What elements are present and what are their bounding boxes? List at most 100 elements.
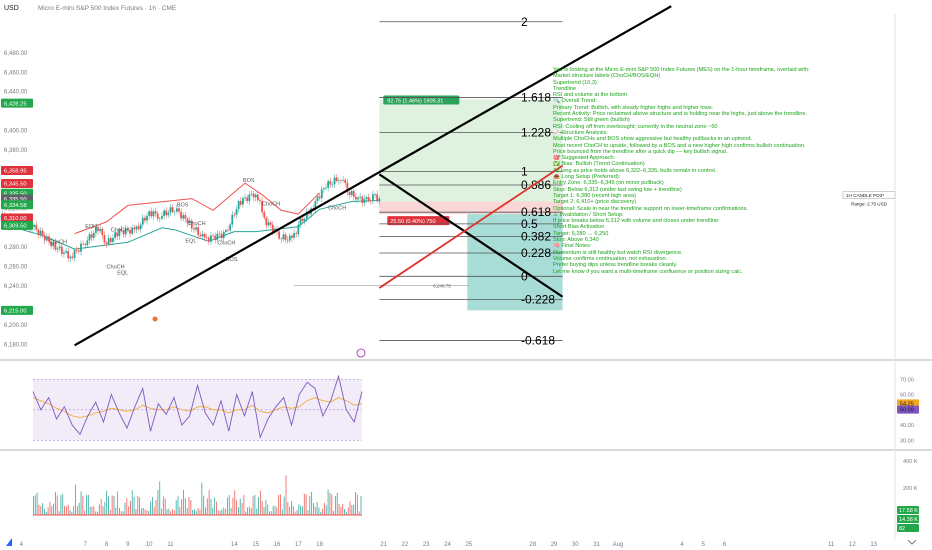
structure-label: EQH	[85, 224, 97, 230]
price-tag	[1, 200, 33, 210]
candle-body	[269, 222, 272, 225]
price-tag-label: 6,335.50	[4, 197, 27, 203]
volume-bar	[327, 489, 329, 515]
volume-bar	[252, 496, 254, 515]
price-tag-label: 6,345.50	[4, 182, 27, 188]
volume-bar	[230, 508, 232, 515]
candle-body	[112, 238, 114, 243]
price-tag	[1, 165, 33, 175]
candle-body	[233, 214, 236, 216]
lightning-icon[interactable]	[356, 348, 366, 358]
candle-body	[146, 215, 148, 221]
volume-bar	[259, 490, 261, 515]
chevron-down-icon[interactable]	[907, 539, 917, 545]
volume-bar	[303, 493, 305, 515]
volume-tag-label: 14.38 K	[899, 517, 918, 523]
candle-body	[278, 231, 281, 239]
volume-bar	[162, 496, 164, 515]
volume-bar	[115, 507, 117, 515]
volume-tag	[897, 506, 919, 514]
candle-body	[267, 222, 270, 226]
candle-body	[107, 238, 110, 244]
volume-bar	[340, 506, 342, 515]
ascending-trendline[interactable]	[74, 5, 672, 347]
volume-bar	[338, 504, 340, 515]
fib-level-label: 0.618	[521, 205, 551, 219]
candle-body	[376, 194, 379, 202]
structure-label: BOS	[243, 178, 255, 184]
candle-body	[169, 207, 172, 213]
volume-bar	[67, 504, 69, 515]
volume-bar	[43, 508, 45, 515]
volume-bar	[360, 495, 362, 515]
volume-bar	[250, 508, 252, 515]
volume-bar	[157, 490, 159, 515]
x-tick-label: 21	[380, 542, 387, 548]
volume-bar	[108, 496, 109, 515]
profit-zone[interactable]	[379, 99, 563, 202]
candle-body	[109, 238, 112, 243]
volume-bar	[307, 510, 309, 515]
black-diagonal[interactable]	[378, 173, 564, 298]
candle-body	[103, 235, 106, 243]
volume-bar	[349, 501, 351, 515]
candle-body	[346, 182, 349, 193]
candle-body	[354, 196, 357, 200]
analysis-line: Most recent ChoCH to upside, followed by…	[553, 142, 806, 149]
candle-body	[84, 244, 87, 246]
volume-bar	[269, 511, 270, 515]
volume-bar	[258, 497, 259, 515]
volume-tag-label: 82	[899, 526, 905, 532]
candle-body	[148, 211, 151, 216]
volume-bar	[146, 510, 148, 515]
candles[interactable]	[0, 174, 381, 263]
volume-bar	[98, 504, 100, 515]
x-tick-label: 11	[167, 542, 174, 548]
volume-bar	[65, 506, 67, 515]
rsi-tag	[897, 399, 919, 408]
volume-tick-label: 400 K	[903, 459, 918, 465]
volume-bar	[93, 506, 95, 515]
candle-body	[288, 235, 291, 241]
candle-body	[188, 220, 191, 224]
candle-body	[216, 233, 219, 240]
structure-label: BOS	[177, 202, 189, 208]
volume-bar	[75, 484, 76, 515]
fib-level-label: 2	[521, 15, 528, 29]
candle-body	[54, 242, 57, 250]
candle-body	[344, 179, 347, 183]
candle-body	[126, 228, 129, 231]
volume-bar	[104, 501, 106, 515]
volume-bar	[122, 511, 124, 515]
volume-bar	[172, 509, 173, 515]
candle-body	[75, 249, 78, 251]
volume-bar	[186, 508, 188, 515]
price-tag-label: 6,428.25	[4, 101, 27, 107]
price-tag-label: 6,215.00	[4, 309, 27, 315]
candle-body	[369, 200, 372, 202]
candle-body	[203, 233, 206, 238]
volume-bar	[111, 495, 113, 515]
x-tick-label: 24	[444, 542, 451, 548]
price-tick-label: 6,240.00	[4, 284, 28, 290]
volume-bar	[302, 506, 303, 515]
volume-bar	[216, 501, 217, 515]
volume-bar	[296, 509, 298, 515]
analysis-line: Stop: Above 6,340	[553, 237, 599, 244]
red-diagonal[interactable]	[378, 164, 564, 289]
analysis-line: 🧠 Final Notes:	[553, 243, 592, 250]
candle-body	[150, 211, 153, 217]
volume-bar	[300, 505, 302, 515]
analysis-line: You're looking at the Micro E-mini S&P 5…	[553, 67, 810, 73]
price-tag	[1, 213, 33, 223]
volume-bar	[329, 492, 331, 515]
candle-body	[331, 184, 334, 185]
candle-body	[352, 190, 355, 197]
volume-bar	[228, 495, 230, 515]
candle-body	[333, 177, 336, 185]
structure-label: ChoCH	[111, 228, 129, 234]
candle-body	[222, 231, 225, 239]
analysis-line: 📥 Long Setup (Preferred):	[553, 174, 621, 181]
candle-body	[33, 224, 35, 227]
